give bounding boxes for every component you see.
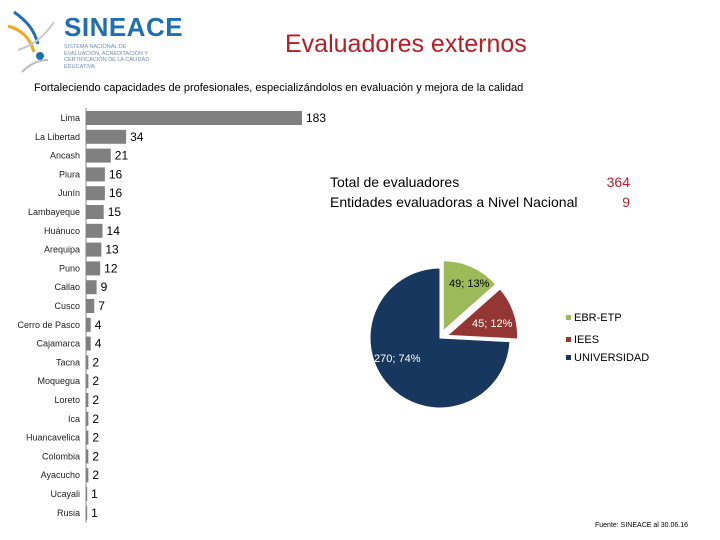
page-subtitle: Fortaleciendo capacidades de profesional…	[34, 82, 524, 94]
bar-value-label: 16	[109, 167, 123, 181]
pie-data-label: 49; 13%	[449, 278, 490, 290]
bar-category-label: Cajamarca	[36, 339, 80, 349]
pie-data-label: 270; 74%	[374, 353, 421, 365]
legend-label: EBR-ETP	[574, 312, 622, 324]
sineace-logo: SINEACE SISTEMA NACIONAL DE EVALUACIÓN, …	[0, 0, 183, 80]
bar-value-label: 2	[92, 374, 99, 388]
bar-value-label: 21	[115, 149, 129, 163]
bar-2	[86, 148, 111, 163]
bar-value-label: 2	[92, 431, 99, 445]
pie-slice-iees	[446, 288, 518, 340]
bar-category-label: Arequipa	[44, 245, 80, 255]
bar-14	[86, 374, 89, 389]
entidades-label: Entidades evaluadoras a Nivel Nacional	[330, 194, 578, 210]
pie-data-label: 45; 12%	[472, 318, 513, 330]
pie-slice-ebr-etp	[442, 260, 497, 332]
page-title: Evaluadores externos	[285, 30, 527, 58]
legend-label: UNIVERSIDAD	[574, 352, 649, 364]
bar-17	[86, 430, 89, 445]
logo-subtitle: SISTEMA NACIONAL DE EVALUACIÓN, ACREDITA…	[64, 44, 150, 70]
bar-category-label: Callao	[54, 282, 80, 292]
bar-category-label: Cusco	[54, 301, 80, 311]
bar-12	[86, 336, 91, 351]
bar-category-label: Colombia	[42, 451, 80, 461]
legend-swatch	[566, 315, 571, 320]
bar-category-label: Lima	[60, 113, 80, 123]
bar-value-label: 4	[95, 318, 102, 332]
bar-value-label: 13	[105, 243, 119, 257]
bar-category-label: Ancash	[50, 151, 80, 161]
bar-10	[86, 299, 95, 313]
legend-swatch	[566, 337, 571, 342]
total-evaluadores-row: Total de evaluadores 364	[330, 172, 630, 192]
bar-category-label: La Libertad	[35, 132, 80, 142]
bar-5	[86, 205, 104, 219]
total-evaluadores-value: 364	[606, 174, 630, 190]
bar-3	[86, 167, 105, 182]
bar-6	[86, 223, 103, 238]
bar-category-label: Ayacucho	[41, 470, 80, 480]
logo-bird-mark	[7, 10, 55, 73]
bar-value-label: 1	[91, 487, 98, 501]
source-note: Fuente: SINEACE al 30.06.16	[595, 522, 688, 529]
bar-0	[86, 111, 302, 125]
bar-1	[86, 129, 127, 144]
bar-category-label: Piura	[59, 169, 80, 179]
bar-category-label: Moquegua	[37, 376, 80, 386]
bar-value-label: 14	[107, 224, 121, 238]
bar-value-label: 1	[91, 506, 98, 520]
bar-category-label: Junín	[58, 188, 80, 198]
bar-value-label: 34	[130, 130, 144, 144]
bar-value-label: 12	[104, 261, 118, 275]
totals-box: Total de evaluadores 364 Entidades evalu…	[330, 172, 630, 212]
bar-category-label: Puno	[59, 263, 80, 273]
bar-value-label: 2	[92, 449, 99, 463]
bar-20	[86, 487, 88, 501]
entidades-value: 9	[622, 194, 630, 210]
bar-category-label: Rusia	[57, 508, 80, 518]
bar-category-label: Tacna	[56, 357, 80, 367]
bar-category-label: Loreto	[54, 395, 80, 405]
bar-category-label: Huánuco	[44, 226, 80, 236]
logo-name: SINEACE	[64, 12, 184, 42]
bar-18	[86, 449, 89, 464]
bar-16	[86, 411, 89, 426]
bar-category-label: Ica	[68, 414, 80, 424]
bar-value-label: 4	[95, 337, 102, 351]
total-evaluadores-label: Total de evaluadores	[330, 174, 460, 190]
bar-value-label: 2	[92, 412, 99, 426]
legend-label: IEES	[574, 334, 599, 346]
bar-value-label: 2	[92, 468, 99, 482]
bar-value-label: 2	[92, 355, 99, 369]
bar-category-label: Ucayali	[50, 489, 80, 499]
bar-8	[86, 261, 101, 276]
bar-category-label: Cerro de Pasco	[17, 320, 80, 330]
bar-value-label: 9	[101, 280, 108, 294]
bar-value-label: 183	[306, 111, 326, 125]
bar-11	[86, 317, 91, 332]
legend-swatch	[566, 355, 571, 360]
bar-category-label: Huancavelica	[26, 433, 80, 443]
bar-value-label: 2	[92, 393, 99, 407]
bar-7	[86, 242, 102, 257]
bar-15	[86, 393, 89, 407]
bar-21	[86, 505, 88, 520]
bar-9	[86, 280, 97, 295]
bar-4	[86, 186, 105, 201]
pie-slice-universidad	[369, 267, 511, 409]
bar-19	[86, 468, 89, 483]
bar-category-label: Lambayeque	[28, 207, 80, 217]
bar-value-label: 15	[108, 205, 122, 219]
bar-value-label: 16	[109, 186, 123, 200]
bar-13	[86, 355, 89, 370]
bar-value-label: 7	[98, 299, 105, 313]
entidades-row: Entidades evaluadoras a Nivel Nacional 9	[330, 192, 630, 212]
